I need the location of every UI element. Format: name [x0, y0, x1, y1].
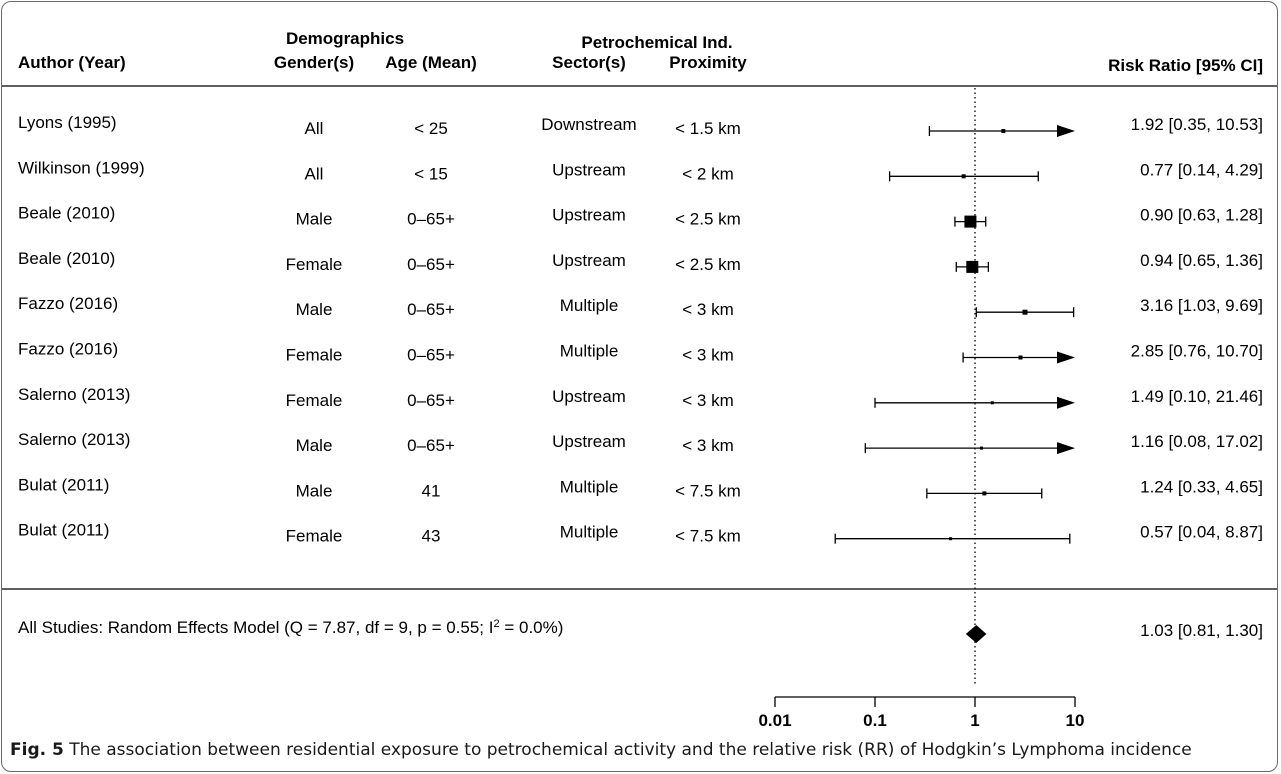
header-age: Age (Mean) — [385, 53, 477, 72]
x-axis-tick-label: 1 — [970, 711, 979, 730]
ci-arrow — [1057, 125, 1075, 137]
x-axis-tick-label: 0.1 — [863, 711, 887, 730]
study-author: Beale (2010) — [18, 249, 115, 268]
study-proximity: < 2 km — [682, 164, 734, 183]
study-author: Fazzo (2016) — [18, 294, 118, 313]
point-estimate — [1018, 355, 1023, 360]
study-proximity: < 3 km — [682, 346, 734, 365]
ci-arrow — [1057, 442, 1075, 455]
study-sector: Multiple — [560, 477, 619, 496]
point-estimate — [961, 174, 966, 179]
study-proximity: < 7.5 km — [675, 481, 741, 500]
point-estimate — [982, 491, 987, 496]
study-risk-ratio: 0.57 [0.04, 8.87] — [1140, 523, 1263, 542]
header-proximity: Proximity — [669, 53, 747, 72]
study-author: Beale (2010) — [18, 204, 115, 223]
study-author: Wilkinson (1999) — [18, 158, 145, 177]
header-risk-ratio: Risk Ratio [95% CI] — [1108, 56, 1263, 75]
study-age: 43 — [422, 527, 441, 546]
study-author: Salerno (2013) — [18, 385, 130, 404]
study-gender: Female — [286, 255, 343, 274]
study-author: Bulat (2011) — [18, 521, 109, 540]
study-proximity: < 7.5 km — [675, 527, 741, 546]
point-estimate — [1022, 309, 1028, 315]
study-age: 0–65+ — [407, 346, 455, 365]
header-sector: Sector(s) — [552, 53, 626, 72]
study-proximity: < 3 km — [682, 391, 734, 410]
study-proximity: < 2.5 km — [675, 255, 741, 274]
study-sector: Multiple — [560, 342, 619, 361]
figure-caption: Fig. 5 The association between residenti… — [10, 740, 1272, 760]
study-risk-ratio: 0.90 [0.63, 1.28] — [1140, 206, 1263, 225]
study-gender: Female — [286, 391, 343, 410]
caption-label: Fig. 5 — [10, 740, 64, 760]
study-sector: Upstream — [552, 432, 626, 451]
study-sector: Upstream — [552, 387, 626, 406]
study-age: 0–65+ — [407, 391, 455, 410]
study-age: < 15 — [414, 164, 448, 183]
header-author: Author (Year) — [18, 53, 126, 72]
header-petrochemical: Petrochemical Ind. — [581, 33, 732, 52]
study-gender: All — [305, 119, 324, 138]
study-author: Lyons (1995) — [18, 113, 117, 132]
ci-arrow — [1057, 351, 1075, 364]
study-author: Salerno (2013) — [18, 430, 130, 449]
study-risk-ratio: 1.24 [0.33, 4.65] — [1140, 477, 1263, 496]
study-author: Bulat (2011) — [18, 475, 109, 494]
study-age: 0–65+ — [407, 255, 455, 274]
study-gender: Male — [296, 481, 333, 500]
study-age: 0–65+ — [407, 210, 455, 229]
study-age: 0–65+ — [407, 436, 455, 455]
study-age: 0–65+ — [407, 300, 455, 319]
caption-text: The association between residential expo… — [63, 740, 1192, 760]
study-gender: Female — [286, 346, 343, 365]
x-axis-tick-label: 10 — [1066, 711, 1085, 730]
study-gender: Male — [296, 210, 333, 229]
study-risk-ratio: 0.94 [0.65, 1.36] — [1140, 251, 1263, 270]
summary-risk-ratio: 1.03 [0.81, 1.30] — [1140, 621, 1263, 640]
study-sector: Upstream — [552, 251, 626, 270]
study-proximity: < 3 km — [682, 436, 734, 455]
study-author: Fazzo (2016) — [18, 340, 118, 359]
study-sector: Upstream — [552, 206, 626, 225]
study-age: < 25 — [414, 119, 448, 138]
point-estimate — [979, 446, 983, 450]
study-age: 41 — [422, 481, 441, 500]
study-risk-ratio: 2.85 [0.76, 10.70] — [1131, 342, 1263, 361]
point-estimate — [990, 401, 994, 405]
x-axis-tick-label: 0.01 — [758, 711, 791, 730]
point-estimate — [949, 537, 953, 541]
study-proximity: < 3 km — [682, 300, 734, 319]
point-estimate — [964, 215, 977, 228]
study-risk-ratio: 1.49 [0.10, 21.46] — [1131, 387, 1263, 406]
study-proximity: < 1.5 km — [675, 119, 741, 138]
header-gender: Gender(s) — [274, 53, 354, 72]
point-estimate — [1001, 129, 1006, 133]
study-sector: Multiple — [560, 523, 619, 542]
study-sector: Downstream — [541, 115, 636, 134]
study-risk-ratio: 1.92 [0.35, 10.53] — [1131, 115, 1263, 134]
study-risk-ratio: 3.16 [1.03, 9.69] — [1140, 296, 1263, 315]
header-demographics: Demographics — [286, 29, 404, 48]
study-gender: Female — [286, 527, 343, 546]
summary-label: All Studies: Random Effects Model (Q = 7… — [18, 618, 563, 637]
study-gender: All — [305, 164, 324, 183]
study-risk-ratio: 1.16 [0.08, 17.02] — [1131, 432, 1263, 451]
study-risk-ratio: 0.77 [0.14, 4.29] — [1140, 160, 1263, 179]
summary-diamond — [965, 625, 987, 643]
study-gender: Male — [296, 300, 333, 319]
study-proximity: < 2.5 km — [675, 210, 741, 229]
study-sector: Multiple — [560, 296, 619, 315]
ci-arrow — [1057, 396, 1075, 409]
study-sector: Upstream — [552, 160, 626, 179]
study-gender: Male — [296, 436, 333, 455]
point-estimate — [966, 260, 979, 273]
